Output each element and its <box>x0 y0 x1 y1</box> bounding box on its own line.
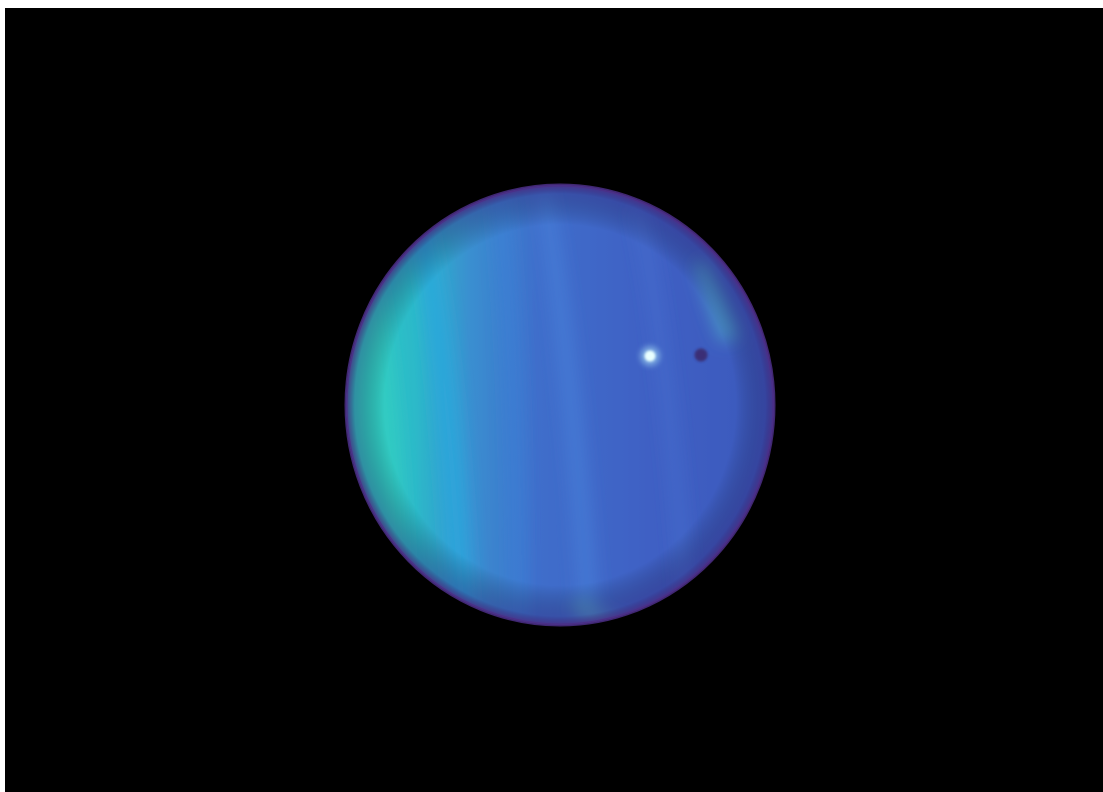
moon <box>640 346 660 366</box>
moon-shadow <box>694 348 708 362</box>
planet-image <box>5 8 1103 792</box>
space-background <box>5 8 1103 792</box>
planet-limb <box>344 183 776 627</box>
planet-disk <box>346 185 774 625</box>
